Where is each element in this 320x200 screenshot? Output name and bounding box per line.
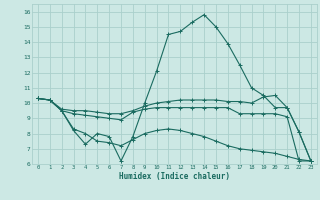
X-axis label: Humidex (Indice chaleur): Humidex (Indice chaleur) <box>119 172 230 181</box>
